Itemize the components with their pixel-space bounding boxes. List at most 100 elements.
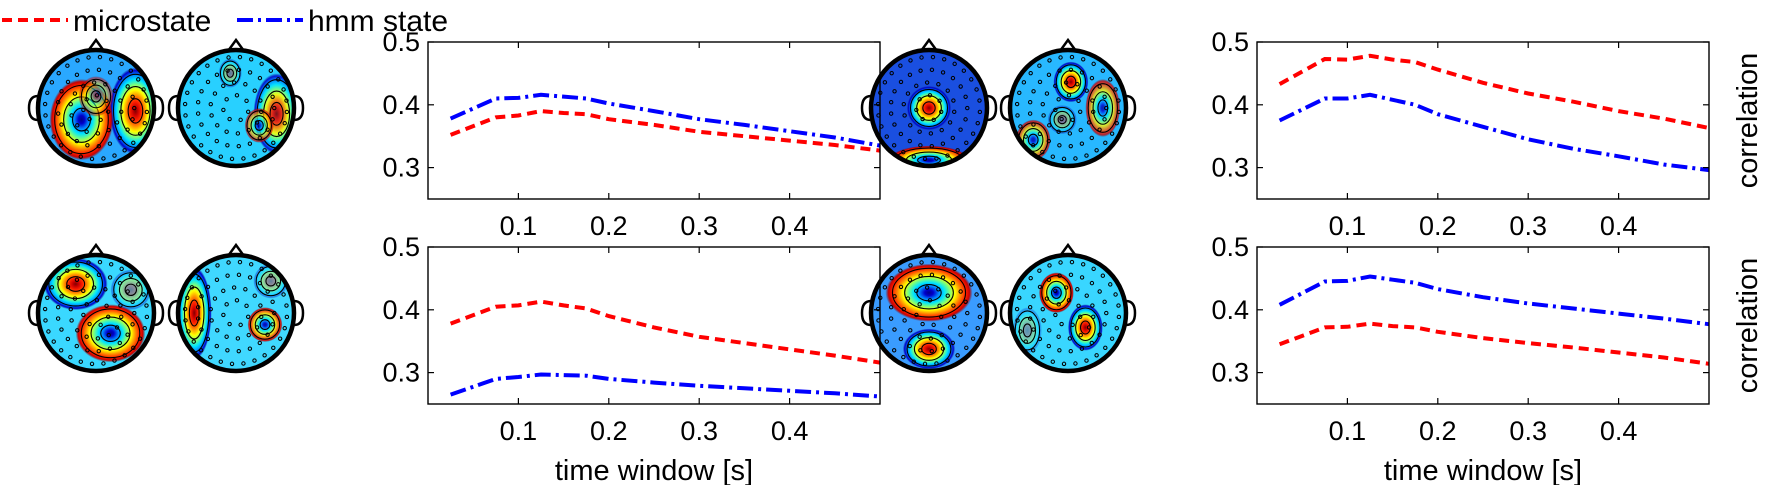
electrode [272, 310, 277, 316]
x-axis-label: time window [s] [1384, 455, 1582, 485]
head-outline [868, 252, 990, 374]
electrode [101, 361, 106, 366]
electrode [208, 354, 213, 360]
electrode [117, 340, 122, 346]
electrode [137, 336, 143, 341]
electrode [109, 57, 114, 62]
electrode [969, 77, 974, 82]
left-ear [860, 94, 872, 122]
electrode [144, 109, 150, 115]
electrode [46, 124, 51, 129]
nose [1058, 37, 1078, 52]
electrode [892, 122, 897, 127]
electrode [1014, 101, 1020, 107]
contour-line [1055, 64, 1087, 100]
electrode [259, 314, 264, 320]
contour-line [1027, 133, 1039, 147]
electrode [920, 321, 925, 327]
electrode [901, 101, 906, 107]
electrode [924, 285, 930, 290]
right-ear [293, 299, 305, 327]
electrode [225, 68, 230, 73]
contour-line [1087, 83, 1118, 133]
electrode [965, 310, 970, 316]
electrode [144, 98, 149, 103]
electrode [107, 346, 113, 351]
electrode [911, 154, 916, 159]
electrode [189, 80, 195, 85]
electrode [964, 140, 969, 146]
electrode [249, 57, 254, 62]
contour-line [1092, 91, 1114, 125]
electrode [1041, 318, 1046, 323]
electrode [81, 312, 86, 318]
electrode [81, 107, 86, 113]
y-tick-label: 0.5 [382, 27, 420, 57]
electrode [911, 359, 916, 364]
electrode [98, 117, 103, 123]
electrode [236, 272, 242, 278]
topomap-row1-a [27, 37, 165, 169]
electrode [105, 109, 111, 114]
electrode [1040, 306, 1045, 312]
scalp-blob [885, 263, 973, 322]
electrode [132, 105, 137, 111]
electrode [214, 138, 219, 144]
electrode [938, 314, 944, 319]
contour-line [904, 275, 954, 310]
electrode [214, 343, 219, 349]
electrode [69, 113, 74, 118]
electrode [265, 127, 270, 132]
plot-frame [1256, 246, 1710, 405]
electrode [898, 336, 904, 342]
electrode [934, 361, 939, 366]
electrode [938, 109, 944, 114]
electrode [1067, 336, 1073, 341]
electrode [218, 154, 223, 159]
scalp-blob [888, 145, 970, 166]
scalp-blob [906, 85, 952, 131]
electrode [892, 327, 897, 332]
electrode [257, 135, 262, 141]
electrode [917, 129, 922, 134]
electrode [68, 101, 73, 107]
scalp-blob [75, 304, 146, 363]
electrode [74, 72, 80, 78]
contour-line [1046, 280, 1067, 305]
electrode [918, 68, 923, 73]
electrode [1090, 98, 1095, 103]
electrode [56, 275, 61, 281]
electrode [81, 288, 86, 294]
electrode [117, 280, 123, 286]
scalp-blob [178, 266, 212, 360]
electrode [241, 156, 246, 161]
series-line-microstate [449, 109, 881, 153]
electrode [1075, 82, 1080, 87]
electrode [945, 88, 950, 93]
electrode [1056, 129, 1061, 134]
left-ear [27, 94, 39, 122]
electrode [257, 340, 262, 346]
electrode [104, 303, 109, 309]
electrode [117, 75, 123, 81]
electrode [1047, 123, 1052, 128]
electrode [182, 101, 188, 107]
electrode [1044, 91, 1050, 96]
x-tick-label: 0.3 [680, 416, 718, 446]
electrode [91, 285, 97, 290]
electrode [209, 318, 214, 323]
electrode [56, 70, 61, 76]
electrode [221, 288, 226, 294]
x-tick-label: 0.4 [1600, 211, 1638, 241]
electrode [215, 328, 220, 333]
electrode [236, 143, 241, 149]
electrode [1116, 303, 1121, 308]
electrode [908, 263, 913, 268]
electrode [965, 105, 970, 111]
electrode [977, 98, 982, 103]
electrode [98, 322, 103, 328]
electrode [229, 361, 235, 367]
electrode [945, 153, 950, 158]
electrode [945, 293, 950, 298]
electrode [59, 294, 64, 299]
